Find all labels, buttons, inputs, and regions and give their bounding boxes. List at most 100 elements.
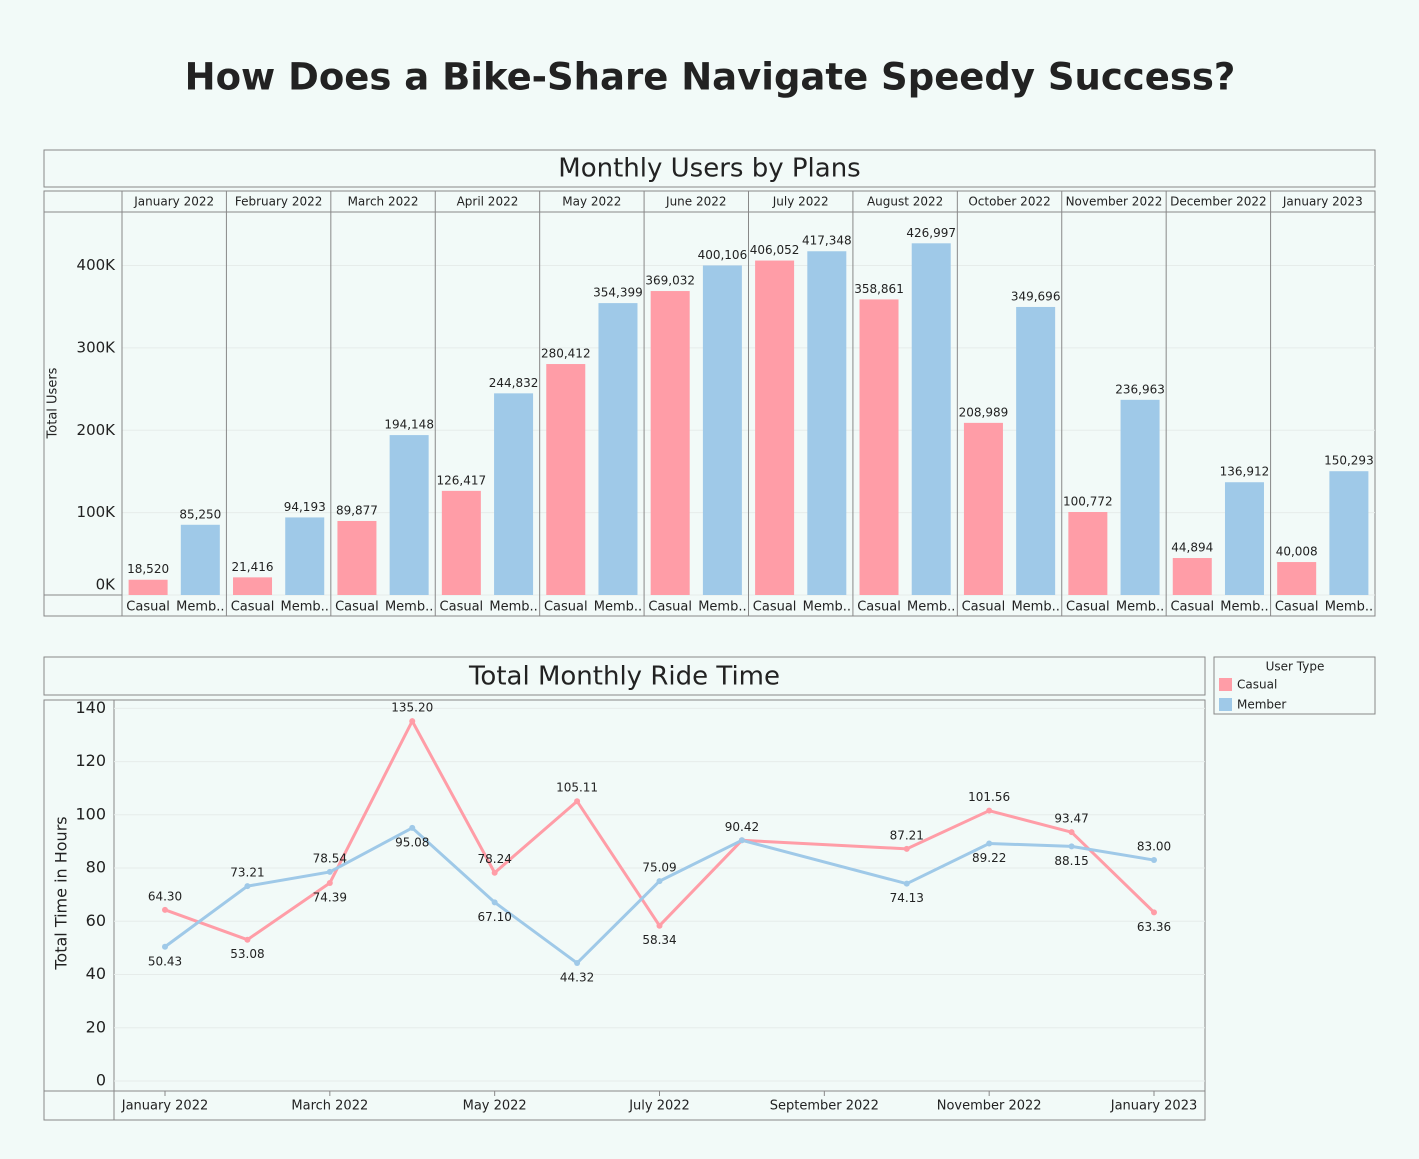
y-tick-label: 100 (75, 804, 106, 823)
x-tick-label: January 2023 (1110, 1099, 1198, 1114)
point (574, 798, 581, 805)
month-header: February 2022 (235, 195, 323, 209)
point-label: 93.47 (1054, 812, 1088, 826)
bar-value-label: 150,293 (1324, 454, 1374, 468)
sub-category-label: Casual (962, 600, 1006, 615)
x-tick-label: July 2022 (628, 1099, 690, 1114)
x-tick-label: September 2022 (770, 1099, 879, 1114)
line-series (164, 826, 1155, 965)
sub-category-label: Casual (440, 600, 484, 615)
point-label: 74.13 (890, 891, 924, 905)
bar (233, 577, 273, 595)
month-header: November 2022 (1066, 195, 1163, 209)
line-series (164, 717, 1156, 942)
sub-category-label: Casual (648, 600, 692, 615)
legend-swatch (1219, 678, 1232, 691)
bar-value-label: 100,772 (1063, 494, 1113, 508)
point (574, 960, 581, 967)
bar-value-label: 349,696 (1011, 289, 1061, 303)
sub-category-label: Memb.. (1116, 600, 1164, 615)
point-label: 64.30 (148, 889, 182, 903)
legend-label: Casual (1237, 678, 1277, 692)
bar (128, 579, 168, 595)
bar (755, 260, 795, 595)
sub-category-label: Memb.. (176, 600, 224, 615)
point (1068, 829, 1075, 836)
point (738, 837, 745, 844)
sub-category-label: Casual (544, 600, 588, 615)
panel-frame (43, 190, 1376, 617)
sub-category-label: Casual (1066, 600, 1110, 615)
bar-value-label: 426,997 (906, 226, 956, 240)
sub-category-label: Memb.. (1011, 600, 1059, 615)
sub-category-label: Memb.. (907, 600, 955, 615)
bar-value-label: 18,520 (127, 562, 169, 576)
sub-category-label: Casual (1170, 600, 1214, 615)
point (1151, 857, 1157, 864)
bar-value-label: 89,877 (336, 503, 378, 517)
point-label: 88.15 (1054, 854, 1088, 868)
point (491, 869, 498, 876)
point (409, 824, 416, 831)
point-label: 90.42 (725, 820, 759, 834)
point (656, 878, 663, 885)
month-header: March 2022 (348, 195, 419, 209)
bar-value-label: 136,912 (1220, 465, 1270, 479)
y-axis-label: Total Users (46, 367, 61, 439)
sub-category-label: Casual (857, 600, 901, 615)
sub-category-label: Casual (335, 600, 379, 615)
point-label: 135.20 (391, 701, 433, 715)
point (1068, 843, 1075, 850)
y-tick-label: 300K (77, 338, 117, 356)
sub-category-label: Memb.. (489, 600, 537, 615)
bar (650, 291, 690, 595)
y-tick-label: 120 (75, 751, 106, 770)
x-tick-label: May 2022 (463, 1099, 527, 1114)
bar (285, 517, 325, 595)
bar-value-label: 244,832 (489, 376, 539, 390)
legend-box (1213, 656, 1376, 715)
point-label: 78.54 (313, 851, 347, 865)
bar (1329, 471, 1369, 595)
legend-title: User Type (1266, 660, 1325, 674)
point (903, 880, 910, 887)
month-header: May 2022 (562, 195, 621, 209)
sub-category-label: Memb.. (281, 600, 329, 615)
bar-value-label: 358,861 (854, 282, 904, 296)
sub-category-label: Casual (231, 600, 275, 615)
bar (180, 524, 220, 595)
sub-category-label: Memb.. (803, 600, 851, 615)
bar (389, 435, 429, 595)
sub-category-label: Memb.. (594, 600, 642, 615)
bar-value-label: 280,412 (541, 347, 591, 361)
bar-value-label: 94,193 (284, 500, 326, 514)
point-label: 78.24 (477, 852, 511, 866)
bar-value-label: 126,417 (437, 473, 487, 487)
month-header: December 2022 (1170, 195, 1267, 209)
y-tick-label: 400K (77, 256, 117, 274)
bar (441, 490, 481, 595)
y-tick-label: 60 (86, 911, 106, 930)
point-label: 95.08 (395, 835, 429, 849)
point (656, 922, 663, 929)
title-box (43, 656, 1206, 696)
point-label: 87.21 (890, 828, 924, 842)
bar (494, 393, 534, 595)
point (903, 845, 910, 852)
point-label: 73.21 (230, 866, 264, 880)
x-tick-label: January 2022 (121, 1099, 209, 1114)
sub-category-label: Memb.. (385, 600, 433, 615)
point-label: 101.56 (968, 790, 1010, 804)
y-tick-label: 200K (77, 421, 117, 439)
panel-frame (43, 699, 1206, 1121)
point (491, 899, 498, 906)
y-tick-label: 20 (86, 1017, 106, 1036)
month-header: January 2022 (133, 195, 214, 209)
sub-category-label: Memb.. (698, 600, 746, 615)
bar-value-label: 44,894 (1171, 541, 1213, 555)
sub-category-label: Memb.. (1325, 600, 1373, 615)
point (326, 868, 333, 875)
bar-value-label: 236,963 (1115, 382, 1165, 396)
point-label: 50.43 (148, 954, 182, 968)
